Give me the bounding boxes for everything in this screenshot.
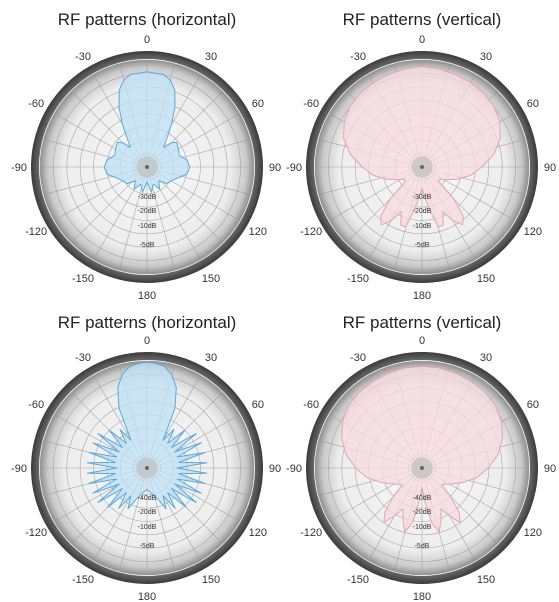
center-dot <box>145 165 149 169</box>
angle-label: 120 <box>249 226 267 238</box>
angle-label: 0 <box>419 335 425 347</box>
center-dot <box>420 165 424 169</box>
grid-spoke-225 <box>71 174 140 243</box>
angle-label: 60 <box>252 98 264 110</box>
angle-label: -30 <box>350 352 366 364</box>
angle-label: -60 <box>303 399 319 411</box>
angle-label: -90 <box>286 162 302 174</box>
angle-label: 90 <box>269 463 281 475</box>
angle-label: 60 <box>527 98 539 110</box>
angle-label: 150 <box>202 574 220 586</box>
angle-label: 30 <box>480 352 492 364</box>
chart-title: RF patterns (horizontal) <box>58 10 237 29</box>
angle-label: -120 <box>25 527 47 539</box>
radiation-pattern <box>341 365 503 533</box>
center-dot <box>420 466 424 470</box>
angle-label: -120 <box>25 226 47 238</box>
angle-label: 180 <box>413 591 431 602</box>
chart-title: RF patterns (vertical) <box>343 10 502 29</box>
angle-label: -90 <box>11 162 27 174</box>
radial-label: -5dB <box>415 242 430 249</box>
angle-label: -150 <box>347 574 369 586</box>
radial-label: -5dB <box>140 242 155 249</box>
grid-spoke-150 <box>152 176 201 260</box>
radial-label: -20dB <box>413 208 432 215</box>
angle-label: -30 <box>350 51 366 63</box>
radial-label: -20dB <box>138 208 157 215</box>
polar-chart-2: RF patterns (vertical) -30dB -20dB -10dB -5d… <box>286 10 556 302</box>
angle-label: 90 <box>269 162 281 174</box>
angle-label: -60 <box>28 399 44 411</box>
angle-label: -90 <box>286 463 302 475</box>
angle-label: 120 <box>524 527 542 539</box>
angle-label: -90 <box>11 463 27 475</box>
angle-label: -120 <box>300 527 322 539</box>
grid-spoke-195 <box>119 177 145 271</box>
radiation-pattern <box>103 71 191 193</box>
angle-label: -150 <box>72 574 94 586</box>
angle-label: 0 <box>144 34 150 46</box>
radial-label: -20dB <box>138 509 157 516</box>
angle-label: 120 <box>249 527 267 539</box>
angle-label: 30 <box>205 51 217 63</box>
angle-label: 150 <box>477 574 495 586</box>
angle-label: -30 <box>75 51 91 63</box>
angle-label: 0 <box>144 335 150 347</box>
angle-label: 60 <box>527 399 539 411</box>
polar-chart-1: RF patterns (horizontal) -30dB -20dB -10dB -… <box>11 10 281 302</box>
angle-label: 150 <box>477 273 495 285</box>
grid-spoke-120 <box>431 172 515 221</box>
radial-label: -30dB <box>138 194 157 201</box>
polar-chart-3: RF patterns (horizontal) -40dB -20dB -10dB -… <box>11 313 281 602</box>
radial-label: -40dB <box>138 495 157 502</box>
polar-chart-4: RF patterns (vertical) -40dB -20dB -10dB -5d… <box>286 313 556 602</box>
radial-label: -30dB <box>413 194 432 201</box>
angle-label: -60 <box>303 98 319 110</box>
radiation-pattern <box>86 361 208 510</box>
radial-label: -10dB <box>413 223 432 230</box>
grid-spoke-210 <box>93 176 142 260</box>
angle-label: 180 <box>138 290 156 302</box>
radial-label: -5dB <box>140 543 155 550</box>
grid-spoke-135 <box>154 174 223 243</box>
chart-title: RF patterns (vertical) <box>343 313 502 332</box>
center-dot <box>145 466 149 470</box>
radial-label: -10dB <box>138 223 157 230</box>
angle-label: 180 <box>413 290 431 302</box>
angle-label: 30 <box>205 352 217 364</box>
angle-label: 90 <box>544 162 556 174</box>
angle-label: 90 <box>544 463 556 475</box>
grid-spoke-240 <box>329 172 413 221</box>
angle-label: 30 <box>480 51 492 63</box>
radial-label: -20dB <box>413 509 432 516</box>
angle-label: 0 <box>419 34 425 46</box>
radial-label: -10dB <box>413 524 432 531</box>
grid-spoke-165 <box>149 177 175 271</box>
radiation-pattern <box>343 65 501 228</box>
angle-label: -30 <box>75 352 91 364</box>
angle-label: -60 <box>28 98 44 110</box>
angle-label: -120 <box>300 226 322 238</box>
radial-label: -40dB <box>413 495 432 502</box>
chart-title: RF patterns (horizontal) <box>58 313 237 332</box>
angle-label: -150 <box>72 273 94 285</box>
angle-label: -150 <box>347 273 369 285</box>
angle-label: 60 <box>252 399 264 411</box>
radial-label: -5dB <box>415 543 430 550</box>
radial-label: -10dB <box>138 524 157 531</box>
angle-label: 150 <box>202 273 220 285</box>
angle-label: 180 <box>138 591 156 602</box>
angle-label: 120 <box>524 226 542 238</box>
